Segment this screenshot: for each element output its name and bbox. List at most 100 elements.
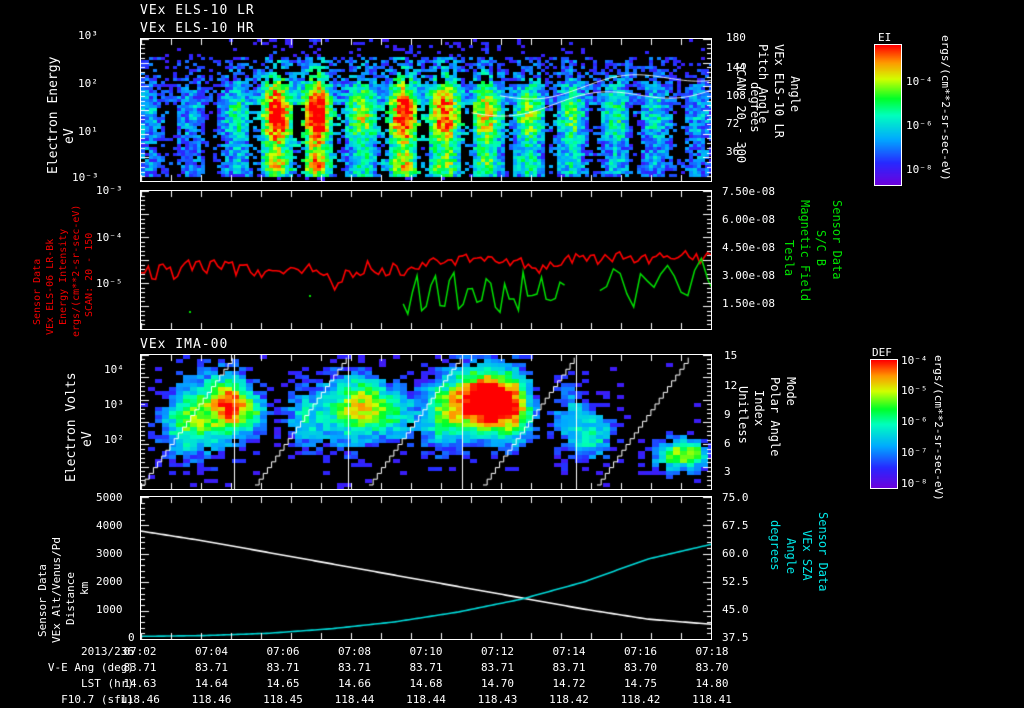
bottom-cell-r2-c6: 14.72 [552,677,586,690]
panel3-ytick-0: 10⁴ [104,363,124,376]
bottom-cell-r1-c3: 83.71 [337,661,372,674]
panel2-plot-area[interactable] [140,190,712,330]
panel3-left-axis-label: Electron Volts [64,372,79,482]
panel2-right-tick-1: 6.00e-08 [722,213,775,226]
panel4-left-label-1: Sensor Data [36,564,49,637]
panel4-ytick-4: 1000 [96,603,123,616]
panel4-right-label-4-wrap: degrees [768,516,833,571]
panel4-right-label-3-wrap: Angle [784,534,834,574]
panel3-colorbar-unit-wrap: ergs/(cm**2-sr-sec-eV) [932,350,1024,501]
panel4-ytick-5: 0 [128,631,135,644]
bottom-cell-r2-c2: 14.65 [266,677,300,690]
bottom-cell-r3-c4: 118.44 [406,693,446,706]
bottom-cell-r1-c5: 83.71 [480,661,515,674]
bottom-cell-r2-c4: 14.68 [409,677,443,690]
panel4-right-label-3: Angle [784,538,798,575]
panel2-right-tick-3: 3.00e-08 [722,269,775,282]
bottom-cell-r0-c6: 07:14 [552,645,586,658]
panel4-right-label-1-wrap: Sensor Data [816,508,909,591]
panel1-title-line2: VEx ELS-10 HR [140,21,255,36]
panel1-ytick-2: 10¹ [78,125,98,138]
panel2-ytick-2: 10⁻⁵ [96,277,123,290]
panel1-right-tick-3: 72 [726,117,740,130]
panel2-right-tick-4: 1.50e-08 [722,297,775,310]
panel1-right-tick-2: 108 [726,89,746,102]
panel3-right-tick-3: 6 [724,437,731,450]
panel4-right-tick-0: 75.0 [722,491,749,504]
panel3-ytick-1: 10³ [104,398,124,411]
panel4-right-tick-2: 60.0 [722,547,749,560]
bottom-cell-r1-c6: 83.71 [552,661,586,674]
bottom-cell-r2-c0: 14.63 [123,677,157,690]
panel1-colorbar [874,44,902,186]
panel3-right-tick-1: 12 [724,379,738,392]
panel3-right-tick-2: 9 [724,408,731,421]
panel1-colorbar-title: EI [878,31,892,44]
bottom-cell-r0-c0: 07:02 [123,645,157,658]
panel4-ytick-3: 2000 [96,575,123,588]
bottom-cell-r3-c2: 118.45 [263,693,303,706]
panel1-right-label-4: degrees [748,82,762,133]
panel2-right-tick-0: 7.50e-08 [722,185,775,198]
panel3-colorbar-title: DEF [872,346,892,359]
bottom-cell-r3-c0: 118.46 [120,693,160,706]
panel1-right-tick-0: 180 [726,31,746,44]
panel2-left-label-5: SCAN: 20 - 150 [84,232,95,317]
bottom-row-label-0: 2013/236 [81,645,134,658]
panel4-plot-area[interactable] [140,496,712,640]
bottom-cell-r2-c3: 14.66 [337,677,372,690]
panel2-right-label-3-wrap: Magnetic Field [798,196,913,301]
panel1-plot-area[interactable] [140,38,712,182]
bottom-cell-r0-c8: 07:18 [695,645,729,658]
panel2-right-label-4: Tesla [782,240,796,277]
panel4-right-tick-3: 52.5 [722,575,749,588]
panel3-left-unit: eV [80,431,95,447]
bottom-cell-r3-c3: 118.44 [334,693,375,706]
bottom-cell-r2-c5: 14.70 [480,677,515,690]
panel4-left-label-3: Distance [64,572,77,625]
bottom-cell-r3-c1: 118.46 [191,693,232,706]
panel4-right-tick-5: 37.5 [722,631,749,644]
bottom-cell-r3-c5: 118.43 [477,693,518,706]
panel1-right-tick-4: 36 [726,145,740,158]
panel2-right-tick-2: 4.50e-08 [722,241,775,254]
bottom-cell-r1-c1: 83.71 [194,661,229,674]
panel1-right-label-5-wrap: SCAN: 20 - 300 [734,58,849,163]
bottom-cell-r1-c0: 83.71 [123,661,157,674]
panel1-left-axis-unit: eV [62,128,78,159]
panel1-right-label-2-wrap: VEx ELS-10 LR [772,40,880,138]
panel3-right-label-4: Unitless [736,386,750,444]
panel1-ytick-1: 10² [78,77,98,90]
panel1-right-label-5: SCAN: 20 - 300 [734,62,748,164]
panel4-left-label-3-wrap: Distance [64,572,117,639]
panel4-ytick-2: 3000 [96,547,123,560]
panel3-cb-tick-4: 10⁻⁸ [901,477,928,490]
panel4-right-label-4: degrees [768,520,782,571]
panel4-ytick-1: 4000 [96,519,123,532]
panel1-cb-tick-1: 10⁻⁶ [906,119,933,132]
bottom-row-label-1: V-E Ang (deg) [47,661,134,674]
panel3-plot-area[interactable] [140,354,712,490]
bottom-cell-r1-c2: 83.71 [266,661,300,674]
panel1-left-unit-text: eV [62,128,77,144]
panel1-cb-tick-2: 10⁻⁸ [906,163,933,176]
panel3-left-unit-wrap: eV [80,431,96,462]
bottom-cell-r0-c7: 07:16 [623,645,658,658]
panel3-cb-tick-3: 10⁻⁷ [901,446,928,459]
panel3-ytick-2: 10² [104,433,124,446]
panel2-left-label-4: ergs/(cm**2-sr-sec-eV) [71,204,82,337]
panel2-ytick-0: 10⁻³ [96,184,123,197]
panel4-right-tick-1: 67.5 [722,519,749,532]
bottom-row-label-2: LST (hr) [81,677,134,690]
panel4-ytick-0: 5000 [96,491,123,504]
bottom-cell-r0-c2: 07:06 [266,645,300,658]
panel2-left-label-1: Sensor Data [32,258,43,325]
panel1-colorbar-unit: ergs/(cm**2-sr-sec-eV) [939,35,952,181]
panel2-right-label-4-wrap: Tesla [782,236,832,276]
panel3-title: VEx IMA-00 [140,337,229,352]
panel1-right-tick-1: 144 [726,61,746,74]
panel3-colorbar [870,359,898,489]
panel3-colorbar-unit: ergs/(cm**2-sr-sec-eV) [932,355,945,501]
panel3-right-tick-0: 15 [724,349,738,362]
panel1-left-axis-title: Electron Energy [46,56,61,174]
